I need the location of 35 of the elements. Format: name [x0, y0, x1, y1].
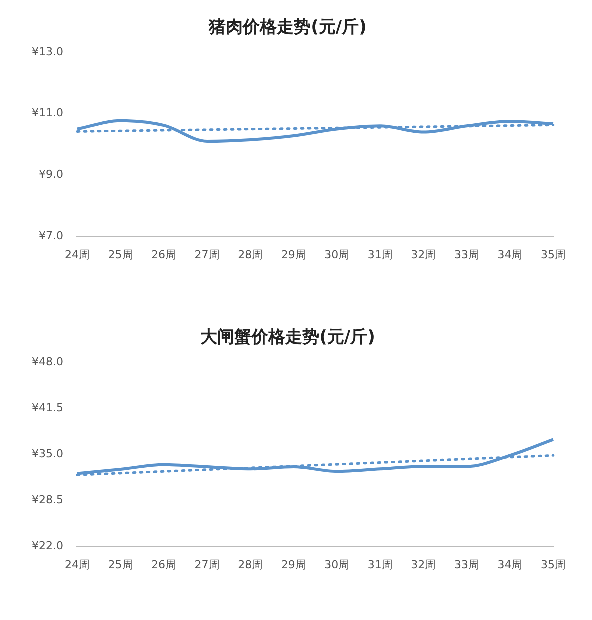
x-tick-label: 32周 — [411, 558, 436, 572]
x-tick-label: 34周 — [498, 558, 523, 572]
x-tick-label: 32周 — [411, 248, 436, 262]
x-tick-label: 28周 — [238, 248, 264, 262]
x-tick-label: 30周 — [324, 558, 350, 572]
y-tick-label: ¥28.5 — [32, 494, 64, 507]
x-tick-label: 34周 — [498, 248, 523, 262]
x-tick-label: 27周 — [194, 558, 220, 572]
y-tick-label: ¥41.5 — [32, 401, 64, 414]
x-tick-label: 25周 — [108, 558, 134, 572]
y-tick-label: ¥11.0 — [32, 106, 64, 120]
x-tick-label: 35周 — [541, 248, 566, 262]
x-tick-label: 26周 — [152, 248, 177, 262]
y-tick-label: ¥22.0 — [32, 540, 64, 553]
y-tick-label: ¥35.0 — [32, 447, 64, 460]
chart-title: 猪肉价格走势(元/斤) — [208, 18, 367, 38]
x-tick-label: 29周 — [281, 558, 306, 572]
x-tick-label: 31周 — [368, 248, 393, 262]
y-tick-label: ¥7.0 — [38, 230, 64, 243]
y-tick-label: ¥48.0 — [32, 355, 64, 368]
x-tick-label: 30周 — [324, 248, 350, 262]
chart-title: 大闸蟹价格走势(元/斤) — [200, 328, 376, 348]
y-tick-label: ¥9.0 — [38, 168, 64, 182]
x-tick-label: 26周 — [152, 558, 177, 572]
x-tick-label: 28周 — [238, 558, 264, 572]
x-tick-label: 29周 — [281, 248, 306, 262]
x-tick-label: 35周 — [541, 558, 566, 572]
y-tick-label: ¥13.0 — [32, 45, 64, 58]
x-tick-label: 33周 — [454, 558, 480, 572]
x-tick-label: 25周 — [108, 248, 134, 262]
x-tick-label: 31周 — [368, 558, 393, 572]
x-tick-label: 33周 — [454, 248, 480, 262]
x-tick-label: 24周 — [64, 558, 90, 572]
x-tick-label: 27周 — [194, 248, 220, 262]
x-tick-label: 24周 — [64, 248, 90, 262]
